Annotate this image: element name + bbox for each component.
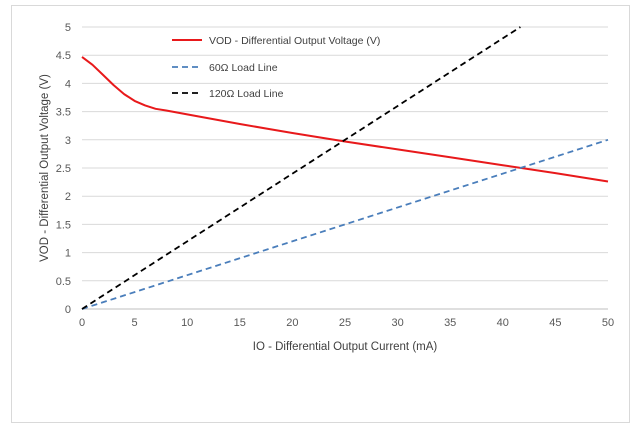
y-tick-label: 1 — [65, 248, 71, 260]
y-tick-label: 2.5 — [56, 163, 71, 175]
series-lines — [81, 26, 609, 310]
y-tick-label: 1.5 — [56, 219, 71, 231]
x-tick-label: 50 — [602, 317, 614, 329]
legend-label: 60Ω Load Line — [209, 62, 278, 74]
x-tick-label: 5 — [132, 317, 138, 329]
x-tick-label: 15 — [234, 317, 246, 329]
x-tick-label: 35 — [444, 317, 456, 329]
x-axis-title: IO - Differential Output Current (mA) — [253, 341, 438, 353]
legend-item-120-ohm: 120Ω Load Line — [172, 88, 284, 100]
y-tick-label: 4.5 — [56, 50, 71, 62]
y-tick-label: 3.5 — [56, 107, 71, 119]
y-tick-label: 0 — [65, 304, 71, 316]
x-tick-label: 40 — [497, 317, 509, 329]
x-tick-label: 25 — [339, 317, 351, 329]
y-tick-label: 5 — [65, 22, 71, 34]
y-tick-label: 4 — [65, 78, 71, 90]
x-tick-labels: 0 5 10 15 20 25 30 35 40 45 50 — [79, 317, 614, 329]
60-ohm-load-line — [81, 138, 609, 310]
vod-curve — [81, 56, 609, 183]
x-tick-label: 45 — [549, 317, 561, 329]
x-tick-label: 10 — [181, 317, 193, 329]
y-tick-label: 2 — [65, 191, 71, 203]
legend-item-vod: VOD - Differential Output Voltage (V) — [172, 35, 380, 47]
gridlines — [82, 26, 608, 282]
legend-label: 120Ω Load Line — [209, 88, 284, 100]
x-tick-label: 0 — [79, 317, 85, 329]
legend: VOD - Differential Output Voltage (V) 60Ω… — [172, 35, 380, 100]
legend-label: VOD - Differential Output Voltage (V) — [209, 35, 380, 47]
y-axis-title: VOD - Differential Output Voltage (V) — [39, 74, 51, 262]
y-tick-label: 3 — [65, 135, 71, 147]
legend-item-60-ohm: 60Ω Load Line — [172, 62, 278, 74]
y-tick-labels: 0 0.5 1 1.5 2 2.5 3 3.5 4 4.5 5 — [56, 22, 71, 316]
x-tick-label: 20 — [286, 317, 298, 329]
120-ohm-load-line — [81, 26, 521, 310]
chart-frame — [11, 5, 630, 423]
x-tick-label: 30 — [391, 317, 403, 329]
y-tick-label: 0.5 — [56, 276, 71, 288]
